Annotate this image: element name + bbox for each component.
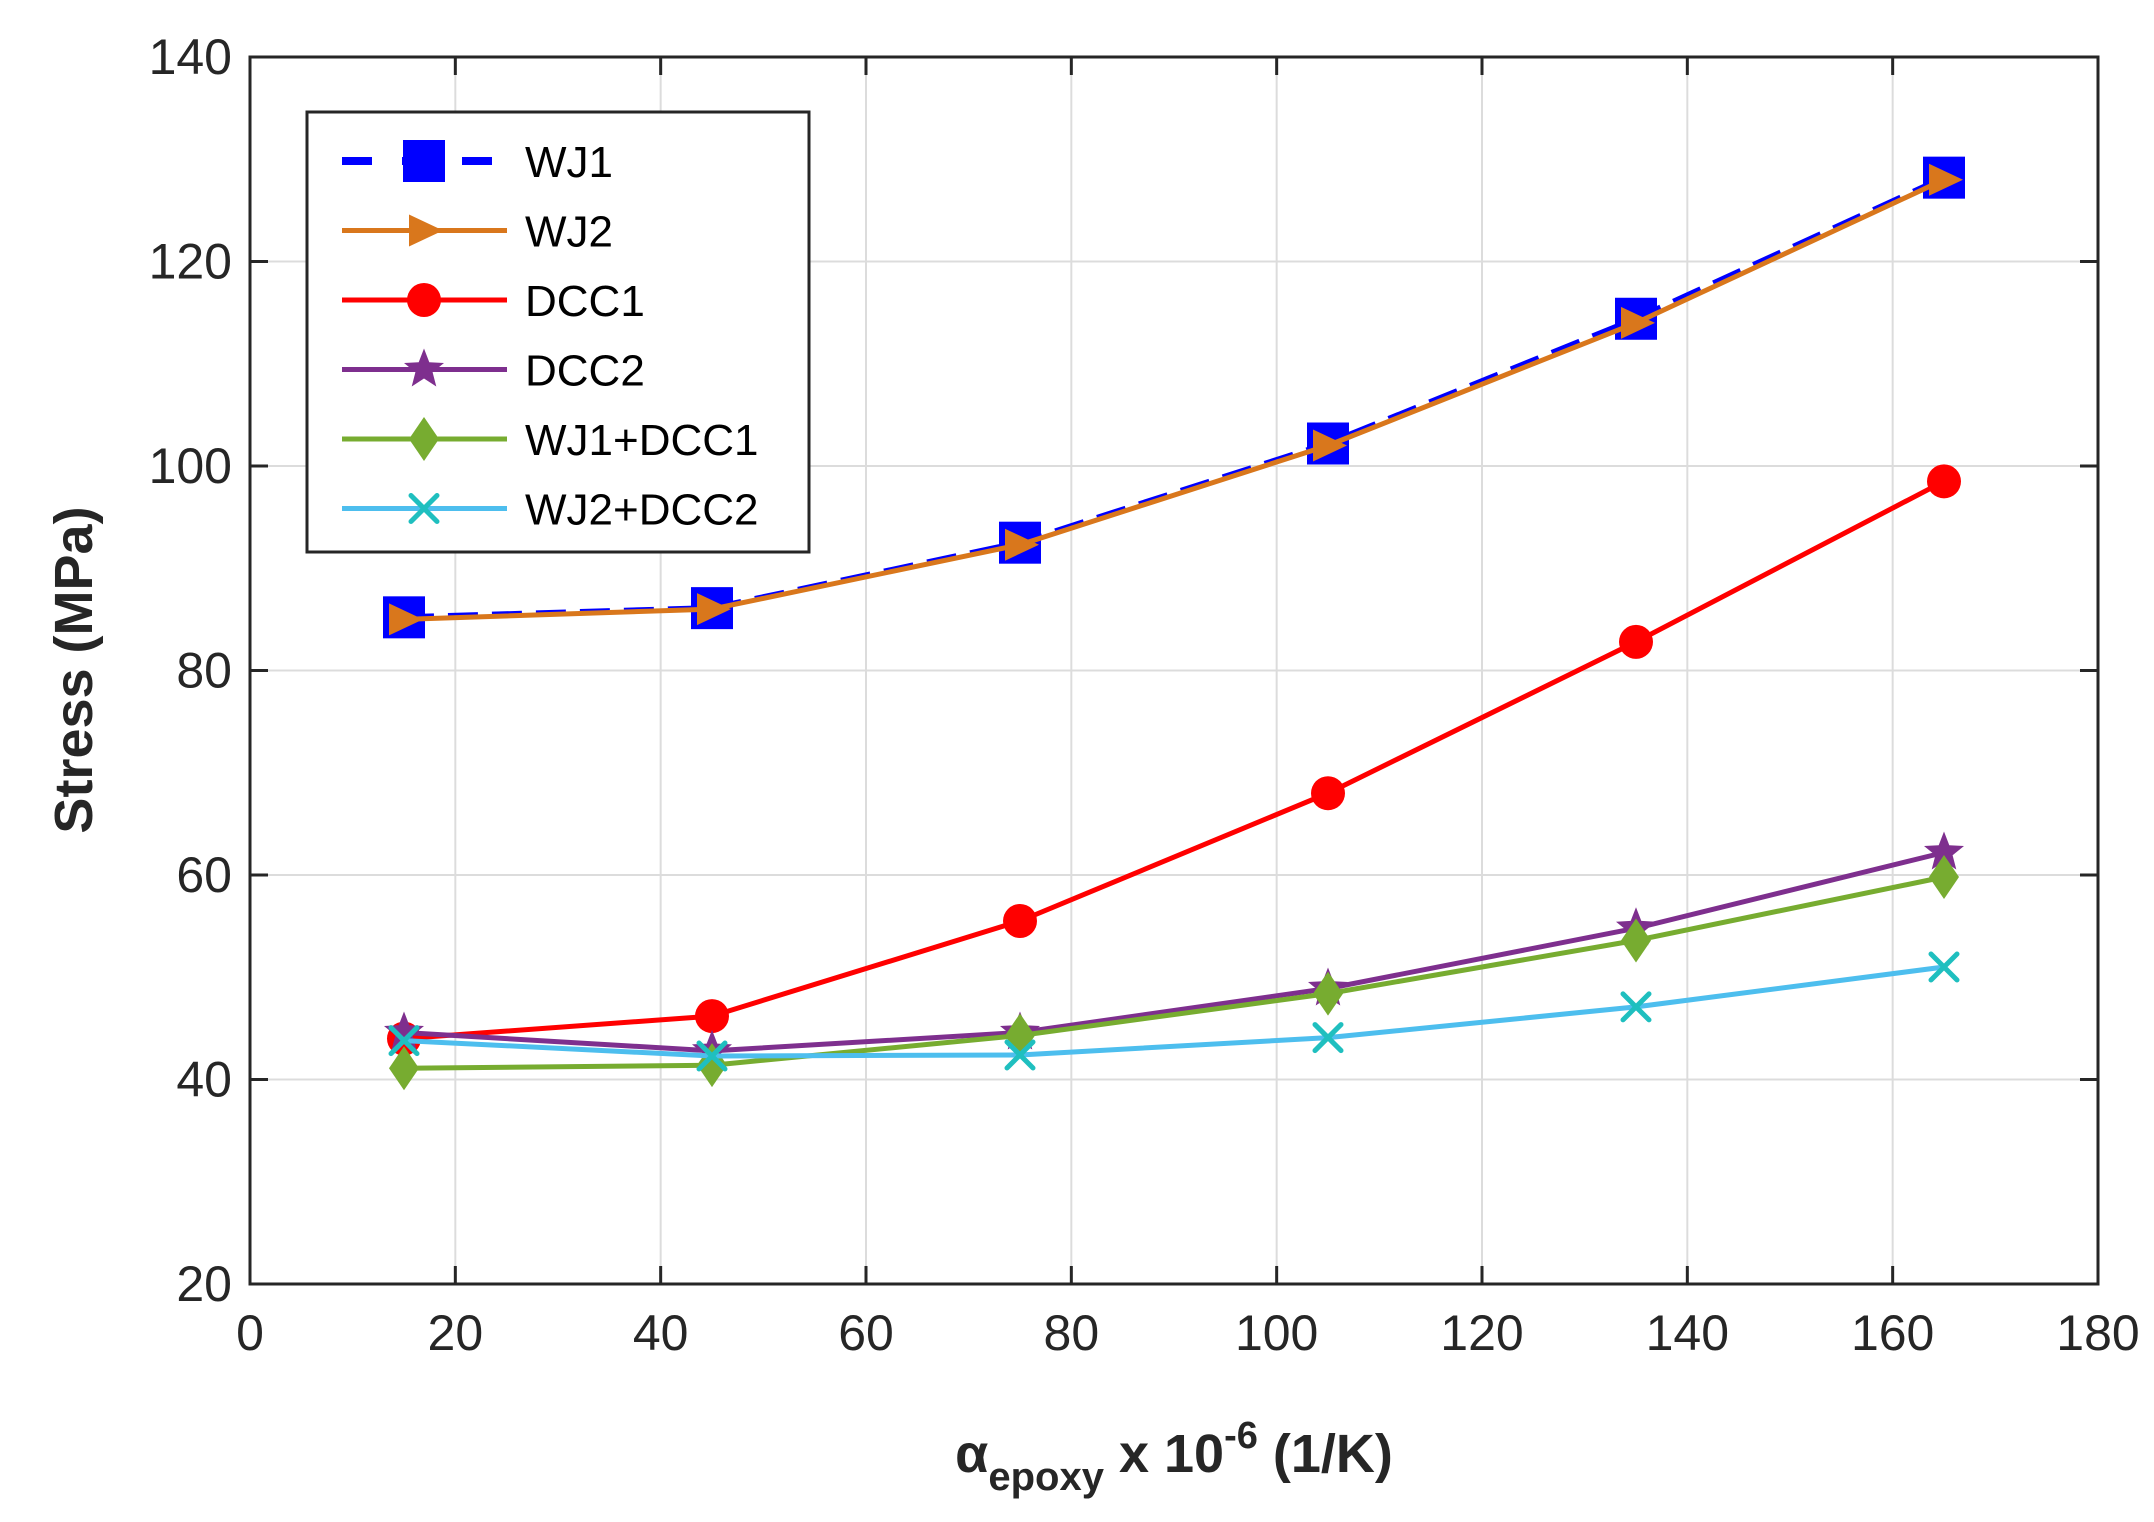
legend-marker: [409, 214, 443, 247]
x-tick-label: 100: [1235, 1305, 1318, 1361]
y-tick-label: 20: [176, 1256, 232, 1312]
data-point: [1005, 528, 1039, 561]
y-tick-label: 80: [176, 643, 232, 699]
legend-label: WJ2+DCC2: [525, 486, 759, 535]
legend-label: WJ1+DCC1: [525, 416, 759, 465]
data-point: [697, 593, 731, 626]
x-tick-label: 180: [2056, 1305, 2139, 1361]
legend-box: [305, 110, 811, 554]
legend-marker: [407, 283, 441, 317]
legend-item: WJ1+DCC1: [342, 416, 759, 465]
data-point: [384, 1011, 424, 1050]
grid-lines: [250, 57, 2098, 1284]
y-tick-label: 40: [176, 1052, 232, 1108]
x-axis-title-subscript: epoxy: [988, 1455, 1104, 1499]
legend-item: WJ2+DCC2: [342, 486, 759, 535]
series-line: [403, 850, 1945, 1054]
axis-ticks: 0 20 40 60 80 100 120 140 160 1802040608010012014…: [149, 29, 2140, 1361]
legend: WJ1 WJ2 DCC1 DCC2 WJ1+DCC1 WJ2+DCC2: [305, 110, 811, 554]
series-wj2: [389, 163, 1963, 636]
legend-item: WJ1: [342, 138, 613, 187]
y-tick-label: 100: [149, 438, 232, 494]
legend-item: WJ2: [342, 208, 613, 257]
legend-label: WJ1: [525, 138, 613, 187]
legend-item: DCC1: [342, 277, 645, 326]
x-axis-title-unit: (1/K): [1258, 1424, 1393, 1484]
legend-label: DCC1: [525, 277, 645, 326]
legend-item: DCC2: [342, 347, 645, 396]
legend-label: WJ2: [525, 208, 613, 257]
series-line: [403, 177, 1946, 622]
data-point: [1003, 904, 1037, 939]
x-tick-label: 60: [838, 1305, 894, 1361]
legend-marker: [409, 417, 439, 461]
legend-marker: [404, 348, 444, 387]
data-point: [1619, 624, 1653, 659]
data-point: [389, 1046, 419, 1091]
data-point: [388, 1025, 420, 1057]
data-point: [1621, 918, 1651, 963]
x-tick-label: 0: [236, 1305, 264, 1361]
data-point: [695, 999, 729, 1034]
x-tick-label: 80: [1044, 1305, 1100, 1361]
legend-marker: [408, 493, 440, 524]
y-axis-title: Stress (MPa): [44, 506, 104, 833]
x-tick-label: 140: [1646, 1305, 1729, 1361]
series-dcc1: [387, 464, 1961, 1056]
x-tick-label: 160: [1851, 1305, 1934, 1361]
x-axis-title-superscript: -6: [1224, 1415, 1258, 1457]
data-point: [1621, 306, 1655, 339]
x-tick-label: 40: [633, 1305, 689, 1361]
data-point: [1620, 991, 1652, 1023]
x-tick-label: 20: [428, 1305, 484, 1361]
data-point: [1311, 776, 1345, 811]
series-line: [403, 964, 1945, 1059]
data-point: [1004, 1039, 1036, 1071]
x-axis-title-symbol: α: [955, 1424, 988, 1484]
series-line: [403, 874, 1945, 1071]
data-point: [1929, 855, 1959, 900]
y-tick-label: 120: [149, 234, 232, 290]
series-line: [403, 174, 1946, 621]
series-layer: [383, 156, 1965, 1091]
data-point: [1924, 831, 1964, 870]
x-axis-title: αepoxy x 10-6 (1/K): [955, 1415, 1393, 1499]
legend-label: DCC2: [525, 347, 645, 396]
data-point: [1929, 163, 1963, 196]
data-point: [696, 1040, 728, 1072]
x-tick-label: 120: [1440, 1305, 1523, 1361]
series-line: [403, 479, 1946, 1042]
data-point: [1313, 971, 1343, 1016]
series-wj2-plus-dcc2: [388, 951, 1960, 1072]
legend-marker: [403, 140, 445, 182]
data-point: [389, 603, 423, 636]
y-tick-label: 60: [176, 847, 232, 903]
y-tick-label: 140: [149, 29, 232, 85]
data-point: [1312, 1022, 1344, 1054]
data-point: [1928, 951, 1960, 983]
x-axis-title-text: x 10: [1104, 1424, 1224, 1484]
data-point: [1313, 429, 1347, 462]
data-point: [1927, 464, 1961, 499]
